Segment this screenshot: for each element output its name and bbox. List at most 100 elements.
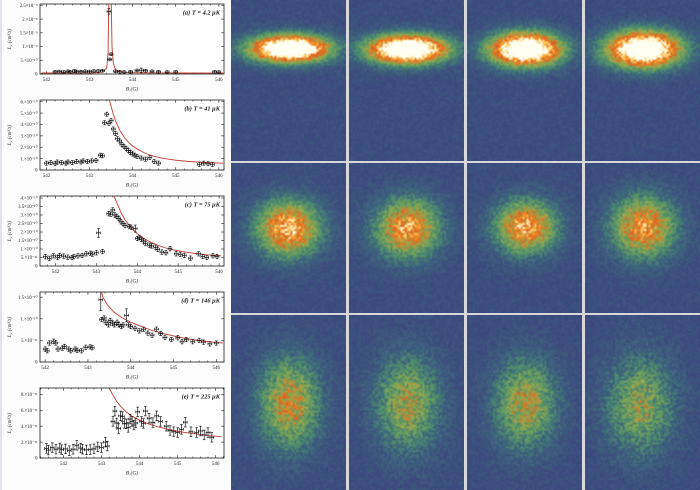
x-tick-label: 543 bbox=[86, 174, 94, 179]
cloud-canvas-r3c2 bbox=[349, 315, 464, 490]
y-tick-label: 1.×10⁻⁹ bbox=[22, 44, 38, 50]
x-axis-label: B (G) bbox=[126, 374, 139, 381]
x-tick-label: 542 bbox=[52, 270, 60, 275]
loss-plot-c: 542 543 544 545 546 4.×10⁻¹⁰ 3.5×10⁻¹⁰ 3.×10⁻¹⁰… bbox=[2, 193, 231, 289]
y-tick-label: 1.×10⁻¹⁰ bbox=[21, 316, 38, 322]
y-axis-label: L₂ (cm³/s) bbox=[6, 412, 13, 434]
plot-e-block: 542 543 544 545 546 8.×10⁻¹¹ 6.×10⁻¹¹ 4.×10⁻¹¹ 2… bbox=[2, 385, 231, 481]
y-tick-label: 5.×10⁻¹¹ bbox=[21, 255, 38, 261]
x-tick-label: 544 bbox=[129, 174, 137, 179]
y-tick-label: 2.×10⁻⁹ bbox=[22, 17, 38, 23]
cloud-image-r2c1 bbox=[231, 163, 346, 313]
loss-plot-e: 542 543 544 545 546 8.×10⁻¹¹ 6.×10⁻¹¹ 4.×10⁻¹¹ 2… bbox=[2, 385, 231, 481]
y-tick-label: 0 bbox=[35, 265, 38, 270]
y-axis-label: L₂ (cm³/s) bbox=[6, 316, 13, 338]
x-tick-label: 545 bbox=[174, 462, 182, 467]
x-tick-label: 546 bbox=[215, 78, 223, 83]
loss-plots-panel: 542 543 544 545 546 2.5×10⁻⁹ 2.×10⁻⁹ 1.5×10⁻⁹ 1.… bbox=[0, 0, 231, 490]
x-tick-label: 545 bbox=[172, 174, 180, 179]
y-tick-label: 4.×10⁻¹⁰ bbox=[21, 196, 38, 202]
cloud-image-r3c1 bbox=[231, 315, 346, 490]
x-tick-label: 543 bbox=[98, 462, 106, 467]
cloud-image-r3c3 bbox=[467, 315, 582, 490]
x-tick-label: 544 bbox=[134, 270, 142, 275]
y-tick-label: 1.×10⁻¹⁰ bbox=[21, 156, 38, 162]
y-tick-label: 1.×10⁻¹⁰ bbox=[21, 247, 38, 253]
y-tick-label: 5.×10⁻¹⁰ bbox=[21, 58, 38, 64]
cloud-image-r1c4 bbox=[585, 0, 700, 161]
x-axis-label: B (G) bbox=[126, 86, 139, 93]
y-tick-label: 2.×10⁻¹⁰ bbox=[21, 145, 38, 151]
cloud-canvas-r1c3 bbox=[467, 0, 582, 161]
x-tick-label: 542 bbox=[41, 366, 49, 371]
y-tick-label: 6.×10⁻¹¹ bbox=[21, 408, 38, 414]
cloud-image-r3c4 bbox=[585, 315, 700, 490]
cloud-image-r2c2 bbox=[349, 163, 464, 313]
plot-c-block: 542 543 544 545 546 4.×10⁻¹⁰ 3.5×10⁻¹⁰ 3.×10⁻¹⁰… bbox=[2, 193, 231, 289]
cloud-image-r2c4 bbox=[585, 163, 700, 313]
y-tick-label: 6.×10⁻¹⁰ bbox=[21, 99, 38, 105]
y-tick-label: 3.×10⁻¹⁰ bbox=[21, 134, 38, 140]
plot-d-block: 542 543 544 545 546 1.5×10⁻¹⁰ 1.×10⁻¹⁰ 5.×10⁻¹¹… bbox=[2, 289, 231, 385]
plot-legend: (d) T = 146 μK bbox=[181, 298, 221, 305]
plot-b-block: 542 543 544 545 546 6.×10⁻¹⁰ 5.×10⁻¹⁰ 4.×10⁻¹⁰ 3… bbox=[2, 97, 231, 193]
cloud-canvas-r2c2 bbox=[349, 163, 464, 313]
plot-legend: (e) T = 225 μK bbox=[182, 394, 221, 401]
y-tick-label: 8.×10⁻¹¹ bbox=[21, 392, 38, 398]
loss-plot-b: 542 543 544 545 546 6.×10⁻¹⁰ 5.×10⁻¹⁰ 4.×10⁻¹⁰ 3… bbox=[2, 97, 231, 193]
cloud-canvas-r1c1 bbox=[231, 0, 346, 161]
y-tick-label: 2.×10⁻¹⁰ bbox=[21, 230, 38, 236]
y-tick-label: 0 bbox=[35, 361, 38, 366]
y-tick-label: 2.×10⁻¹¹ bbox=[21, 440, 38, 446]
y-axis-label: L₂ (cm³/s) bbox=[6, 124, 13, 146]
y-axis-label: L₂ (cm³/s) bbox=[6, 28, 13, 50]
x-tick-label: 546 bbox=[212, 462, 220, 467]
y-tick-label: 3.5×10⁻¹⁰ bbox=[18, 204, 37, 210]
x-tick-label: 542 bbox=[43, 174, 51, 179]
x-tick-label: 543 bbox=[86, 78, 94, 83]
y-tick-label: 0 bbox=[35, 169, 38, 174]
absorption-image-grid bbox=[231, 0, 700, 490]
cloud-canvas-r2c3 bbox=[467, 163, 582, 313]
plot-legend: (a) T = 4.2 μK bbox=[183, 10, 221, 17]
x-tick-label: 542 bbox=[43, 78, 51, 83]
x-tick-label: 546 bbox=[215, 270, 223, 275]
loss-plot-a: 542 543 544 545 546 2.5×10⁻⁹ 2.×10⁻⁹ 1.5×10⁻⁹ 1.… bbox=[2, 1, 231, 97]
cloud-canvas-r3c4 bbox=[585, 315, 700, 490]
x-tick-label: 545 bbox=[170, 366, 178, 371]
y-tick-label: 4.×10⁻¹⁰ bbox=[21, 122, 38, 128]
x-tick-label: 545 bbox=[174, 270, 182, 275]
y-axis-label: L₂ (cm³/s) bbox=[6, 220, 13, 242]
y-tick-label: 2.5×10⁻¹⁰ bbox=[18, 221, 37, 227]
y-tick-label: 2.5×10⁻⁹ bbox=[20, 3, 38, 9]
x-tick-label: 546 bbox=[215, 174, 223, 179]
y-tick-label: 0 bbox=[35, 73, 38, 78]
y-tick-label: 0 bbox=[35, 457, 38, 462]
y-tick-label: 1.5×10⁻⁹ bbox=[20, 31, 38, 37]
x-tick-label: 545 bbox=[172, 78, 180, 83]
x-axis-label: B (G) bbox=[126, 470, 139, 477]
loss-plot-d: 542 543 544 545 546 1.5×10⁻¹⁰ 1.×10⁻¹⁰ 5.×10⁻¹¹… bbox=[2, 289, 231, 385]
cloud-image-r2c3 bbox=[467, 163, 582, 313]
cloud-image-r1c3 bbox=[467, 0, 582, 161]
x-tick-label: 543 bbox=[93, 270, 101, 275]
cloud-canvas-r2c1 bbox=[231, 163, 346, 313]
x-axis-label: B (G) bbox=[126, 182, 139, 189]
x-tick-label: 544 bbox=[136, 462, 144, 467]
cloud-image-r1c1 bbox=[231, 0, 346, 161]
y-tick-label: 3.×10⁻¹⁰ bbox=[21, 213, 38, 219]
cloud-image-r3c2 bbox=[349, 315, 464, 490]
x-axis-label: B (G) bbox=[126, 278, 139, 285]
cloud-canvas-r2c4 bbox=[585, 163, 700, 313]
cloud-canvas-r3c1 bbox=[231, 315, 346, 490]
y-tick-label: 4.×10⁻¹¹ bbox=[21, 424, 38, 430]
x-tick-label: 544 bbox=[129, 78, 137, 83]
x-tick-label: 542 bbox=[60, 462, 68, 467]
x-tick-label: 543 bbox=[84, 366, 92, 371]
cloud-canvas-r1c2 bbox=[349, 0, 464, 161]
x-tick-label: 544 bbox=[127, 366, 135, 371]
y-tick-label: 1.5×10⁻¹⁰ bbox=[18, 295, 37, 301]
y-tick-label: 5.×10⁻¹¹ bbox=[21, 338, 38, 344]
y-tick-label: 1.5×10⁻¹⁰ bbox=[18, 238, 37, 244]
cloud-image-r1c2 bbox=[349, 0, 464, 161]
